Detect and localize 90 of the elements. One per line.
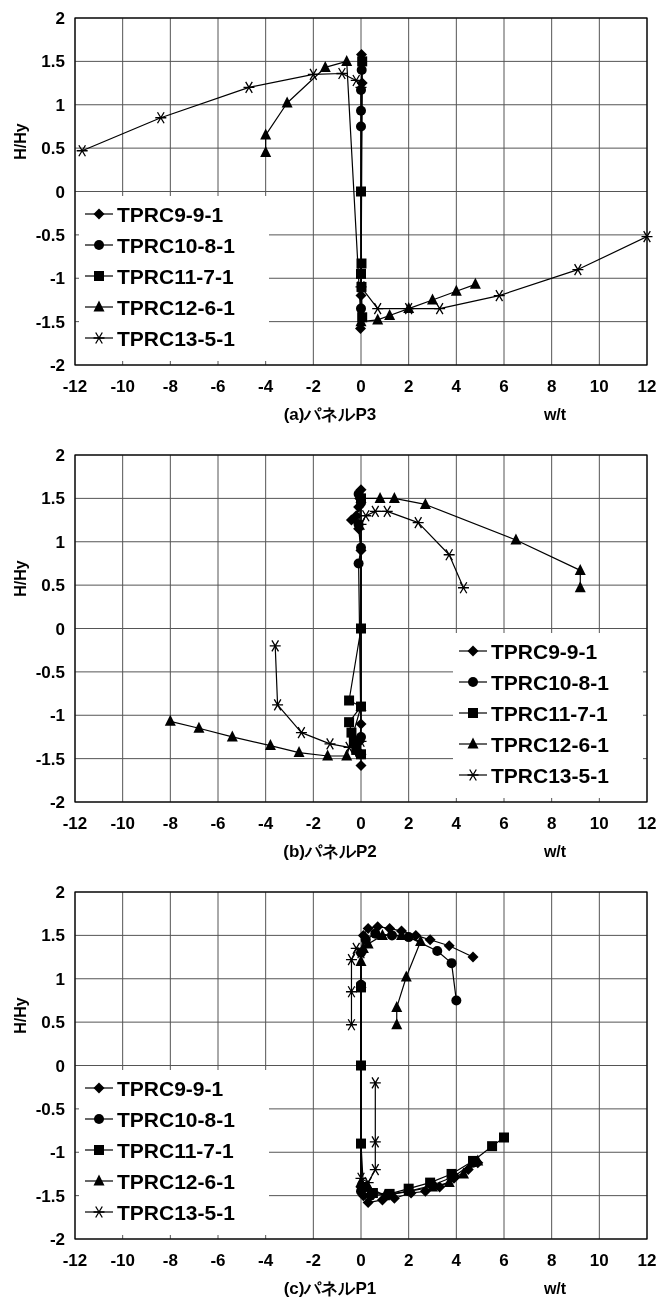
legend-label: TPRC12-6-1 — [117, 296, 236, 319]
x-tick-label: 6 — [499, 814, 509, 833]
y-axis-title: H/Hy — [12, 560, 29, 597]
legend-label: TPRC11-7-1 — [117, 1139, 235, 1162]
y-tick-label: 1 — [55, 95, 65, 115]
y-tick-label: -2 — [49, 356, 65, 375]
y-tick-label: 0.5 — [41, 1013, 65, 1033]
legend-label: TPRC12-6-1 — [117, 1170, 236, 1193]
legend-label: TPRC11-7-1 — [491, 702, 609, 725]
y-tick-label: 1.5 — [41, 52, 65, 72]
x-tick-label: -4 — [258, 814, 274, 833]
x-tick-label: -6 — [210, 814, 226, 833]
x-tick-label: 8 — [546, 1251, 557, 1270]
y-tick-label: -1 — [49, 706, 65, 726]
y-tick-label: 1.5 — [41, 489, 65, 509]
x-tick-label: -12 — [62, 1251, 88, 1270]
legend-label: TPRC13-5-1 — [491, 764, 610, 787]
text: (c)パネルP1 — [283, 1279, 377, 1298]
y-tick-label: 0.5 — [41, 576, 65, 596]
x-tick-label: -12 — [62, 377, 88, 396]
x-tick-label: -2 — [305, 814, 321, 833]
legend-label: TPRC10-8-1 — [117, 1108, 236, 1131]
x-tick-label: 10 — [589, 377, 609, 396]
x-tick-label: 12 — [637, 814, 657, 833]
x-tick-label: 4 — [451, 377, 462, 396]
x-tick-label: -10 — [110, 814, 135, 833]
x-tick-label: 12 — [637, 377, 657, 396]
x-tick-label: -8 — [162, 1251, 178, 1270]
y-tick-label: 0 — [55, 1056, 65, 1076]
legend-label: TPRC9-9-1 — [491, 640, 598, 663]
x-tick-label: 8 — [546, 377, 557, 396]
y-tick-label: 2 — [55, 9, 65, 28]
y-tick-label: 2 — [55, 883, 65, 902]
x-tick-label: -2 — [305, 377, 321, 396]
legend-label: TPRC9-9-1 — [117, 1077, 224, 1100]
y-tick-label: 1.5 — [41, 926, 65, 946]
x-tick-label: 2 — [403, 814, 414, 833]
legend-label: TPRC11-7-1 — [117, 265, 235, 288]
legend-label: TPRC10-8-1 — [491, 671, 610, 694]
x-tick-label: -10 — [110, 377, 135, 396]
y-tick-label: 0.5 — [41, 139, 65, 159]
y-tick-label: 2 — [55, 446, 65, 465]
x-tick-label: 10 — [589, 1251, 609, 1270]
legend-label: TPRC12-6-1 — [491, 733, 610, 756]
x-tick-label: 2 — [403, 377, 414, 396]
y-tick-label: -2 — [49, 793, 65, 812]
x-tick-label: -4 — [258, 1251, 274, 1270]
y-tick-label: 0 — [55, 619, 65, 639]
text: (b)パネルP2 — [283, 842, 377, 861]
y-tick-label: -0.5 — [35, 662, 65, 682]
y-axis-title: H/Hy — [12, 997, 29, 1034]
x-tick-label: -12 — [62, 814, 88, 833]
x-tick-label: 4 — [451, 814, 462, 833]
y-tick-label: -0.5 — [35, 1099, 65, 1119]
x-axis-title: w/t — [542, 406, 567, 423]
y-tick-label: -0.5 — [35, 225, 65, 245]
x-tick-label: 10 — [589, 814, 609, 833]
y-tick-label: 1 — [55, 532, 65, 552]
y-tick-label: 1 — [55, 969, 65, 989]
y-tick-label: -1.5 — [35, 749, 65, 769]
x-tick-label: -8 — [162, 814, 178, 833]
x-axis-title: w/t — [542, 843, 567, 860]
x-tick-label: 6 — [499, 1251, 509, 1270]
x-tick-label: 0 — [356, 377, 366, 396]
y-tick-label: -1.5 — [35, 1186, 65, 1206]
x-tick-label: -6 — [210, 377, 226, 396]
y-tick-label: -1 — [49, 1143, 65, 1163]
x-tick-label: 4 — [451, 1251, 462, 1270]
x-tick-label: -4 — [258, 377, 274, 396]
legend-label: TPRC10-8-1 — [117, 234, 236, 257]
legend-label: TPRC9-9-1 — [117, 203, 224, 226]
x-tick-label: 2 — [403, 1251, 414, 1270]
x-tick-label: 6 — [499, 377, 509, 396]
x-tick-label: 12 — [637, 1251, 657, 1270]
legend-label: TPRC13-5-1 — [117, 1201, 236, 1224]
y-axis-title: H/Hy — [12, 123, 29, 160]
x-axis-title: w/t — [542, 1280, 567, 1297]
x-tick-label: -10 — [110, 1251, 135, 1270]
x-tick-label: 0 — [356, 1251, 366, 1270]
y-tick-label: 0 — [55, 182, 65, 202]
x-tick-label: -6 — [210, 1251, 226, 1270]
y-tick-label: -2 — [49, 1230, 65, 1249]
x-tick-label: 8 — [546, 814, 557, 833]
text: (a)パネルP3 — [283, 405, 377, 424]
legend-label: TPRC13-5-1 — [117, 327, 236, 350]
x-tick-label: -8 — [162, 377, 178, 396]
x-tick-label: -2 — [305, 1251, 321, 1270]
x-tick-label: 0 — [356, 814, 366, 833]
y-tick-label: -1.5 — [35, 312, 65, 332]
y-tick-label: -1 — [49, 269, 65, 289]
